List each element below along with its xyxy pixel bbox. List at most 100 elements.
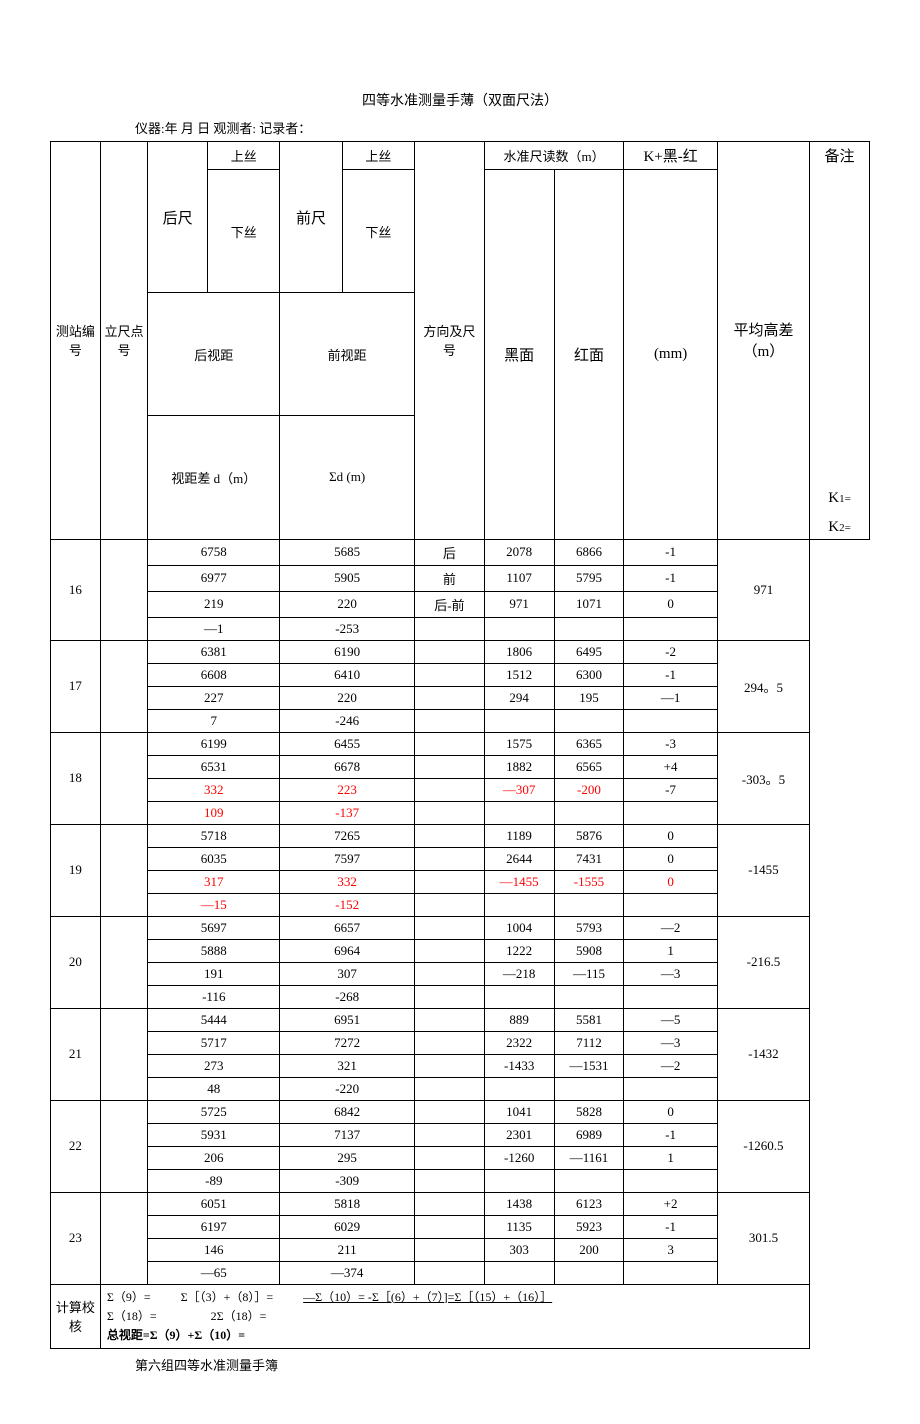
red-4 — [554, 617, 624, 640]
header-red: 红面 — [554, 170, 624, 540]
sigma-d-val: -246 — [280, 709, 415, 732]
rear-upper: 5444 — [148, 1008, 280, 1031]
sigma-d-val: —374 — [280, 1261, 415, 1284]
footer-sigma38: Σ［（3）+（8）］= — [181, 1290, 274, 1304]
red-1: 6495 — [554, 640, 624, 663]
footer-2sigma18: 2Σ（18）= — [211, 1309, 267, 1323]
point-no — [100, 1100, 147, 1192]
sigma-d-val: -268 — [280, 985, 415, 1008]
header-point: 立尺点号 — [100, 142, 147, 540]
dir-rear — [414, 640, 484, 663]
front-upper: 6190 — [280, 640, 415, 663]
dir-diff — [414, 962, 484, 985]
avg-height: -1260.5 — [717, 1100, 809, 1192]
black-2: 1882 — [484, 755, 554, 778]
sigma-d-val: -137 — [280, 801, 415, 824]
sigma-d-val: -152 — [280, 893, 415, 916]
rear-upper: 6758 — [148, 539, 280, 565]
front-dist-val: 211 — [280, 1238, 415, 1261]
dir-rear — [414, 1008, 484, 1031]
black-1: 889 — [484, 1008, 554, 1031]
black-1: 1438 — [484, 1192, 554, 1215]
k-3: —1 — [624, 686, 717, 709]
dir-empty — [414, 893, 484, 916]
front-upper: 5818 — [280, 1192, 415, 1215]
dir-empty — [414, 1261, 484, 1284]
dir-diff — [414, 686, 484, 709]
k-2: +4 — [624, 755, 717, 778]
k-4 — [624, 1261, 717, 1284]
k-2: 0 — [624, 847, 717, 870]
k2-label: K — [828, 519, 839, 535]
k-1: —5 — [624, 1008, 717, 1031]
black-3: 971 — [484, 591, 554, 617]
black-4 — [484, 1169, 554, 1192]
red-1: 5581 — [554, 1008, 624, 1031]
k1-label: K — [828, 490, 839, 506]
avg-height: -303。5 — [717, 732, 809, 824]
header-front-dist: 前视距 — [280, 293, 415, 416]
rear-lower: 6035 — [148, 847, 280, 870]
header-rear-ruler: 后尺 — [148, 142, 208, 293]
point-no — [100, 732, 147, 824]
leveling-table: 测站编号 立尺点号 后尺 上丝 前尺 上丝 方向及尺号 水准尺读数（m） K+黑… — [50, 141, 870, 1349]
black-1: 1806 — [484, 640, 554, 663]
red-2: 7112 — [554, 1031, 624, 1054]
dir-rear — [414, 1100, 484, 1123]
black-2: 2322 — [484, 1031, 554, 1054]
front-lower: 6678 — [280, 755, 415, 778]
avg-height: 971 — [717, 539, 809, 640]
k-1: +2 — [624, 1192, 717, 1215]
rear-upper: 5725 — [148, 1100, 280, 1123]
header-lower-2: 下丝 — [342, 170, 414, 293]
k-3: 1 — [624, 1146, 717, 1169]
avg-height: -216.5 — [717, 916, 809, 1008]
dir-empty — [414, 985, 484, 1008]
header-k: K+黑-红 — [624, 142, 717, 170]
red-3: 200 — [554, 1238, 624, 1261]
k-3: —2 — [624, 1054, 717, 1077]
dir-diff: 后-前 — [414, 591, 484, 617]
front-dist-val: 220 — [280, 686, 415, 709]
header-k-unit: (mm) — [624, 170, 717, 540]
front-upper: 6842 — [280, 1100, 415, 1123]
red-3: —1531 — [554, 1054, 624, 1077]
front-lower: 5905 — [280, 565, 415, 591]
k-3: 3 — [624, 1238, 717, 1261]
dir-rear — [414, 824, 484, 847]
dist-diff-val: 7 — [148, 709, 280, 732]
dir-empty — [414, 1169, 484, 1192]
dir-rear — [414, 732, 484, 755]
red-2: 7431 — [554, 847, 624, 870]
dist-diff-val: —1 — [148, 617, 280, 640]
black-4 — [484, 1077, 554, 1100]
black-3: -1260 — [484, 1146, 554, 1169]
header-avg: 平均高差（m） — [717, 142, 809, 540]
header-upper-2: 上丝 — [342, 142, 414, 170]
rear-upper: 5718 — [148, 824, 280, 847]
rear-dist-val: 332 — [148, 778, 280, 801]
k-4 — [624, 709, 717, 732]
rear-lower: 6608 — [148, 663, 280, 686]
red-2: 6300 — [554, 663, 624, 686]
k-2: -1 — [624, 1123, 717, 1146]
footer-total-dist: 总视距=Σ（9）+Σ（10）= — [107, 1326, 807, 1345]
bottom-caption: 第六组四等水准测量手簿 — [135, 1355, 870, 1374]
k-1: 0 — [624, 824, 717, 847]
station-no: 17 — [51, 640, 101, 732]
k-1: 0 — [624, 1100, 717, 1123]
header-front-ruler: 前尺 — [280, 142, 342, 293]
point-no — [100, 640, 147, 732]
footer-content: Σ（9）= Σ［（3）+（8）］= —Σ（10）= -Σ［(6）+（7）]=Σ［… — [100, 1284, 809, 1349]
point-no — [100, 916, 147, 1008]
footer-sigma9: Σ（9）= — [107, 1290, 151, 1304]
front-upper: 6657 — [280, 916, 415, 939]
header-rear-dist: 后视距 — [148, 293, 280, 416]
dist-diff-val: 109 — [148, 801, 280, 824]
black-3: —218 — [484, 962, 554, 985]
rear-lower: 5717 — [148, 1031, 280, 1054]
k-4 — [624, 893, 717, 916]
station-no: 19 — [51, 824, 101, 916]
black-2: 1135 — [484, 1215, 554, 1238]
front-lower: 7137 — [280, 1123, 415, 1146]
